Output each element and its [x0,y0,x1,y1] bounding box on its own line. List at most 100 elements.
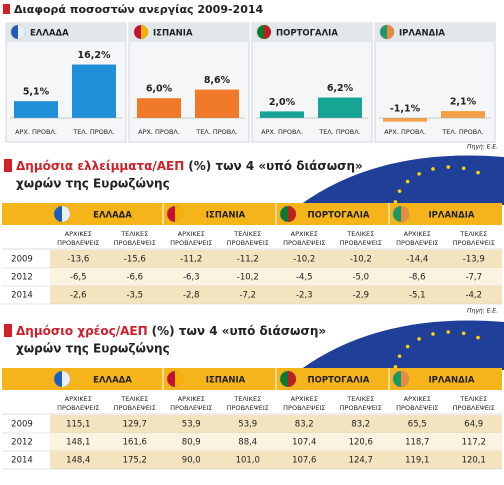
value-label: -1,1% [390,104,421,115]
subheader: ΑΡΧΙΚΕΣ [65,230,92,238]
subheader: ΑΡΧΙΚΕΣ [404,230,431,238]
flag [62,206,70,222]
title-highlight: Δημόσια ελλείμματα/ΑΕΠ [16,159,184,173]
source: Πηγή: Ε.Ε. [467,144,498,151]
row-year: 2009 [11,420,33,430]
row-year: 2009 [11,255,33,265]
eu-star [397,189,402,193]
flag [175,206,183,222]
country-name: ΙΡΛΑΝΔΙΑ [429,376,475,386]
cell: 161,6 [123,438,147,448]
cell: -14,4 [406,255,428,265]
cell: -4,5 [296,273,313,283]
subheader: ΠΡΟΒΛΕΨΕΙΣ [227,404,269,412]
bar-label: ΑΡΧ. ΠΡΟΒΛ. [15,128,57,136]
subheader: ΑΡΧΙΚΕΣ [291,230,318,238]
cell: -3,5 [126,291,143,301]
bar-label: ΤΕΛ. ΠΡΟΒΛ. [195,128,238,136]
subheader: ΑΡΧΙΚΕΣ [65,395,92,403]
subheader: ΠΡΟΒΛΕΨΕΙΣ [396,239,438,247]
cell: 148,1 [66,438,90,448]
eu-star [417,172,421,176]
bar-label: ΑΡΧ. ΠΡΟΒΛ. [384,128,426,136]
cell: 117,2 [462,438,486,448]
cell: 107,4 [292,438,316,448]
cell: -11,2 [180,255,202,265]
subheader: ΠΡΟΒΛΕΨΕΙΣ [340,239,382,247]
subheader: ΠΡΟΒΛΕΨΕΙΣ [170,239,212,247]
row [50,433,502,451]
subheader: ΠΡΟΒΛΕΨΕΙΣ [340,404,382,412]
cell: -6,3 [183,273,200,283]
cell: 115,1 [66,420,90,430]
cell: 129,7 [123,420,147,430]
cell: 175,2 [123,456,147,466]
cell: -13,9 [463,255,485,265]
cell: -2,3 [296,291,313,301]
cell: 148,4 [66,456,90,466]
cell: -7,7 [465,273,482,283]
bar [195,89,239,118]
chart-title: Διαφορά ποσοστών ανεργίας 2009-2014 [14,3,264,16]
subheader: ΠΡΟΒΛΕΨΕΙΣ [57,239,99,247]
cell: -5,1 [409,291,426,301]
header-row [2,368,502,390]
eu-star [431,332,435,336]
flag [288,371,296,387]
subheader: ΤΕΛΙΚΕΣ [459,395,487,403]
cell: 53,9 [182,420,201,430]
title-bullet [4,159,12,172]
cell: 83,2 [295,420,314,430]
cell: 80,9 [182,438,201,448]
table-title: Δημόσιο χρέος/ΑΕΠ (%) των 4 «υπό διάσωση» [16,324,326,338]
country-name: ΙΣΠΑΝΙΑ [153,29,193,39]
flag [387,25,394,39]
bar-label: ΑΡΧ. ΠΡΟΒΛ. [261,128,303,136]
row-year: 2012 [11,273,33,283]
header-row [2,203,502,225]
bar [137,98,181,118]
cell: 107,6 [292,456,316,466]
bar [383,118,427,122]
subheader: ΠΡΟΒΛΕΨΕΙΣ [283,404,325,412]
subheader: ΑΡΧΙΚΕΣ [404,395,431,403]
flag [288,206,296,222]
table-title: χωρών της Ευρωζώνης [16,342,170,356]
eu-star [405,344,410,349]
subheader: ΑΡΧΙΚΕΣ [291,395,318,403]
value-label: 5,1% [23,87,50,98]
eu-flag [300,320,504,370]
eu-star [417,337,421,341]
cell: 120,6 [349,438,373,448]
cell: -11,2 [237,255,259,265]
cell: 119,1 [405,456,429,466]
eu-star [476,335,480,340]
bar-label: ΤΕΛ. ΠΡΟΒΛ. [441,128,484,136]
value-label: 6,0% [146,84,173,95]
subheader: ΠΡΟΒΛΕΨΕΙΣ [283,239,325,247]
cell: -10,2 [350,255,372,265]
subheader: ΠΡΟΒΛΕΨΕΙΣ [170,404,212,412]
cell: 120,1 [462,456,486,466]
value-label: 6,2% [327,83,354,94]
subheader: ΠΡΟΒΛΕΨΕΙΣ [396,404,438,412]
row [50,268,502,286]
flag [264,25,271,39]
flag [18,25,25,39]
subheader: ΑΡΧΙΚΕΣ [178,230,205,238]
value-label: 2,0% [269,97,296,108]
cell: -2,9 [352,291,369,301]
bar [72,64,116,118]
eu-star [405,179,410,184]
title-rest: (%) των 4 «υπό διάσωση» [188,159,363,173]
bar [318,97,362,118]
title-bullet [4,324,12,337]
cell: -15,6 [124,255,146,265]
cell: 65,5 [408,420,427,430]
row-year: 2012 [11,438,33,448]
subheader: ΠΡΟΒΛΕΨΕΙΣ [114,404,156,412]
cell: 88,4 [238,438,257,448]
cell: -7,2 [239,291,256,301]
subheader: ΤΕΛΙΚΕΣ [459,230,487,238]
